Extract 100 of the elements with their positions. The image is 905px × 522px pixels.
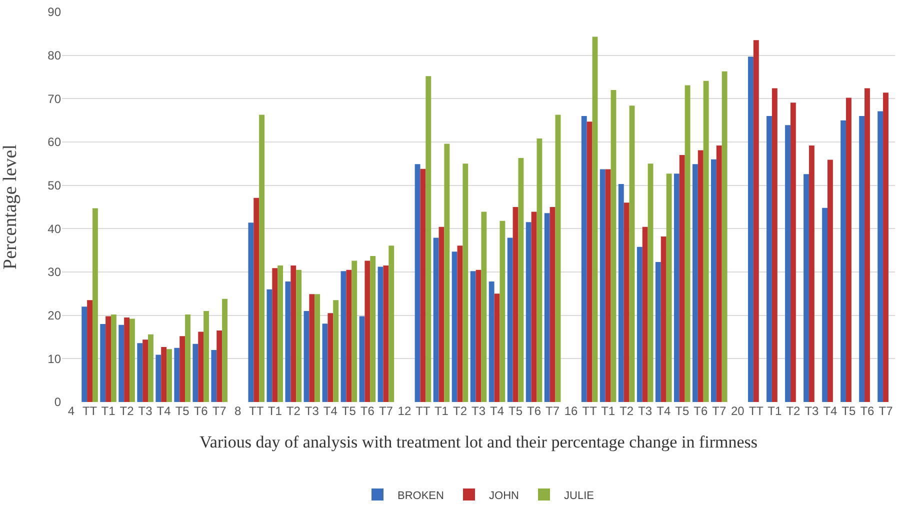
bar — [148, 334, 154, 402]
bar — [804, 174, 809, 402]
x-tick-label: T5 — [342, 404, 356, 418]
bar — [586, 122, 592, 402]
bar — [655, 262, 661, 402]
x-tick-label: 16 — [564, 404, 578, 418]
x-tick-label: T6 — [860, 404, 875, 418]
bar — [130, 318, 135, 402]
y-tick-label: 90 — [48, 5, 62, 20]
bar — [278, 266, 284, 402]
y-tick-label: 20 — [48, 308, 62, 323]
y-tick-label: 40 — [48, 222, 62, 236]
bar — [426, 76, 432, 402]
x-tick-label: 12 — [398, 404, 412, 418]
bar — [222, 298, 228, 402]
bar — [254, 198, 260, 402]
x-tick-label: T7 — [546, 404, 560, 418]
bar — [600, 169, 606, 402]
x-tick-label: T6 — [194, 404, 208, 418]
bar — [322, 324, 328, 402]
bar — [785, 125, 790, 402]
bar — [266, 289, 272, 402]
bar — [438, 226, 444, 402]
bar — [840, 120, 846, 402]
bar — [452, 252, 458, 402]
bar — [216, 330, 222, 402]
bar — [476, 270, 482, 402]
bar — [859, 116, 865, 402]
bar — [259, 114, 265, 402]
bar — [118, 324, 124, 402]
x-tick-label: T2 — [620, 404, 634, 418]
x-tick-label: T2 — [286, 404, 301, 418]
bar — [204, 311, 209, 402]
x-tick-label: T1 — [434, 404, 449, 418]
x-tick-label: T4 — [156, 404, 172, 418]
x-tick-label: T1 — [601, 404, 616, 418]
bar — [92, 208, 98, 402]
x-tick-label: T5 — [175, 404, 190, 418]
x-tick-label: T6 — [360, 404, 375, 418]
x-tick-label: 20 — [730, 404, 745, 418]
bar — [864, 88, 870, 402]
y-tick-label: 60 — [48, 135, 62, 150]
bar — [624, 202, 630, 402]
bar — [772, 88, 778, 402]
x-tick-label: T3 — [138, 404, 153, 418]
bar — [304, 311, 310, 402]
bar — [618, 184, 624, 402]
bar — [82, 306, 88, 402]
bar — [290, 266, 296, 402]
legend-label: BROKEN — [398, 490, 444, 502]
bar — [684, 85, 690, 402]
bar — [285, 282, 291, 402]
bar — [87, 300, 92, 402]
bar — [192, 344, 198, 402]
bar — [414, 164, 420, 402]
x-tick-label: T6 — [527, 404, 542, 418]
bar — [878, 111, 884, 402]
bar — [272, 268, 278, 402]
bar — [512, 207, 518, 402]
bar — [106, 316, 111, 402]
bar — [166, 349, 172, 402]
x-tick-label: T3 — [304, 404, 320, 418]
bar — [333, 300, 339, 402]
bar — [518, 158, 524, 402]
bar — [494, 294, 500, 402]
bar — [846, 98, 852, 402]
bar — [433, 238, 439, 402]
bar — [364, 260, 370, 402]
x-tick-label: T2 — [452, 404, 468, 418]
x-tick-label: T1 — [101, 404, 116, 418]
bar — [340, 271, 346, 402]
bar — [581, 116, 587, 402]
bar — [124, 318, 130, 402]
bar — [692, 164, 698, 402]
bar — [370, 256, 376, 402]
x-tick-label: 4 — [68, 404, 75, 418]
x-tick-label: T5 — [842, 404, 856, 418]
bar — [629, 106, 635, 402]
bar — [636, 246, 642, 402]
bar — [296, 270, 302, 402]
bar — [648, 164, 654, 402]
bar — [883, 92, 888, 402]
bar — [100, 324, 106, 402]
bar — [536, 138, 542, 402]
x-tick-label: T1 — [268, 404, 282, 418]
bar — [161, 346, 167, 402]
bar — [703, 80, 709, 402]
y-tick-label: 10 — [48, 352, 62, 366]
x-tick-label: T7 — [212, 404, 227, 418]
legend-label: JOHN — [489, 490, 520, 502]
y-tick-label: 50 — [48, 178, 62, 193]
bar — [660, 236, 666, 402]
y-tick-label: 30 — [48, 265, 62, 280]
bar — [500, 220, 506, 402]
x-tick-label: T3 — [638, 404, 652, 418]
bar — [137, 343, 143, 402]
bar — [110, 314, 116, 402]
x-tick-label: T5 — [675, 404, 690, 418]
bar — [174, 348, 180, 402]
y-axis-title: Percentage level — [0, 144, 21, 270]
